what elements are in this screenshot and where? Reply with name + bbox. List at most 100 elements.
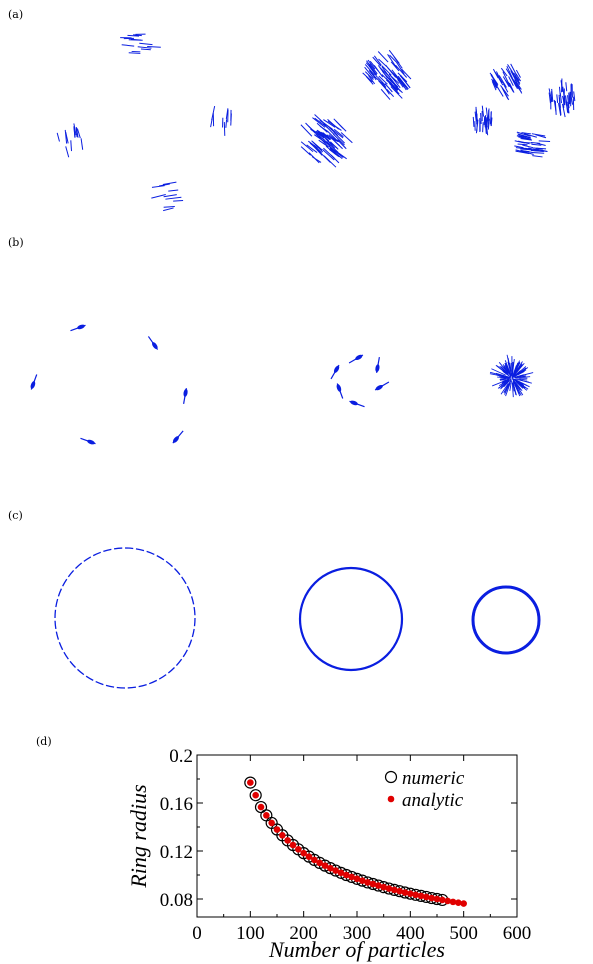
analytic-point xyxy=(353,875,361,883)
spike xyxy=(499,378,506,381)
ring-segment xyxy=(135,548,145,552)
particle-segment xyxy=(317,131,331,140)
particle-segment xyxy=(80,138,84,150)
blob-ring-large-5 xyxy=(172,430,184,444)
cluster-a2 xyxy=(56,123,84,158)
analytic-point xyxy=(321,862,329,869)
particle-segment xyxy=(495,71,503,84)
ring-segment xyxy=(190,596,195,605)
x-tick-label: 200 xyxy=(289,923,318,944)
ring-segment xyxy=(127,686,137,689)
particle-segment xyxy=(475,106,478,122)
particle-segment xyxy=(400,75,411,89)
particle-segment xyxy=(137,46,152,49)
particle-segment xyxy=(481,105,485,117)
particle-segment xyxy=(330,154,340,164)
particle-segment xyxy=(158,183,170,187)
ring-radius-chart: 0 100 200 300 400 500 600 0.08 0.12 0.16 0.2 Numb… xyxy=(126,746,531,962)
particle-segment xyxy=(328,127,339,137)
spike xyxy=(514,362,521,373)
cluster-a5 xyxy=(300,114,353,168)
analytic-point xyxy=(300,849,307,857)
particle-segment xyxy=(162,181,177,186)
particle-segment xyxy=(506,65,513,78)
particle-segment xyxy=(516,135,530,140)
y-tick-label: 0.2 xyxy=(169,746,193,767)
particle-segment xyxy=(73,123,77,136)
particle-segment xyxy=(531,151,545,154)
spike xyxy=(507,357,512,371)
particle-segment xyxy=(531,133,546,137)
x-tick-label: 500 xyxy=(449,923,478,944)
analytic-point xyxy=(343,871,350,879)
ring-segment xyxy=(156,555,165,561)
particle-segment xyxy=(515,150,530,155)
spike xyxy=(512,383,517,396)
particle-segment xyxy=(332,133,345,146)
particle-segment xyxy=(225,108,229,120)
ring-segment xyxy=(54,620,57,630)
spike xyxy=(509,380,513,392)
particle-segment xyxy=(401,68,412,80)
y-tick-label: 0.16 xyxy=(160,794,193,815)
cluster-a4 xyxy=(151,181,184,212)
legend-label-numeric: numeric xyxy=(402,768,465,789)
legend-label-analytic: analytic xyxy=(402,790,464,811)
particle-segment xyxy=(514,145,524,149)
particle-segment xyxy=(128,52,141,54)
particle-segment xyxy=(381,65,392,76)
particle-segment xyxy=(318,139,329,148)
ring-segment xyxy=(55,631,60,640)
particle-segment xyxy=(127,34,140,37)
particle-segment xyxy=(315,130,325,139)
particle-segment xyxy=(326,140,339,153)
particle-segment xyxy=(390,61,400,72)
particle-segment xyxy=(312,141,324,153)
spike xyxy=(519,376,531,378)
particle-segment xyxy=(510,63,518,76)
particle-segment xyxy=(554,100,557,115)
particle-segment xyxy=(75,127,78,138)
cluster-a3 xyxy=(210,105,232,136)
ring-segment xyxy=(174,568,181,576)
spike xyxy=(501,379,508,383)
spiky-cluster xyxy=(489,354,534,398)
particle-segment xyxy=(556,94,559,104)
particle-segment xyxy=(548,92,551,104)
particle-head xyxy=(30,381,36,389)
cluster-a6 xyxy=(362,49,412,100)
spike xyxy=(489,373,505,378)
analytic-point xyxy=(305,853,313,860)
cluster-a9 xyxy=(472,105,493,136)
particle-segment xyxy=(500,85,509,97)
spike xyxy=(491,368,506,376)
spike xyxy=(518,379,532,384)
particle-segment xyxy=(369,60,379,72)
ring-segment xyxy=(75,562,83,569)
spike xyxy=(513,367,519,375)
particle-segment xyxy=(306,144,318,153)
spike xyxy=(489,371,505,377)
ring-segment xyxy=(191,628,195,638)
particle-segment xyxy=(381,66,392,80)
blob-ring-small-5 xyxy=(330,364,340,380)
particle-segment xyxy=(495,84,504,97)
analytic-point xyxy=(273,826,281,833)
particle-segment xyxy=(395,64,408,78)
spike xyxy=(502,370,509,376)
particle-segment xyxy=(396,62,405,75)
ring-segment xyxy=(63,651,69,660)
particle-segment xyxy=(368,65,378,78)
ring-band xyxy=(471,585,541,655)
particle-segment xyxy=(300,141,314,152)
analytic-point xyxy=(396,887,403,895)
y-tick-label: 0.08 xyxy=(160,890,193,911)
particle-segment xyxy=(128,39,143,41)
cluster-a10 xyxy=(514,131,551,158)
particle-segment xyxy=(514,82,522,93)
analytic-point xyxy=(263,812,270,819)
analytic-point xyxy=(423,893,430,901)
blob-ring-large-1 xyxy=(147,336,159,350)
particle-segment xyxy=(397,79,404,88)
panel-b-clusters xyxy=(30,324,534,445)
